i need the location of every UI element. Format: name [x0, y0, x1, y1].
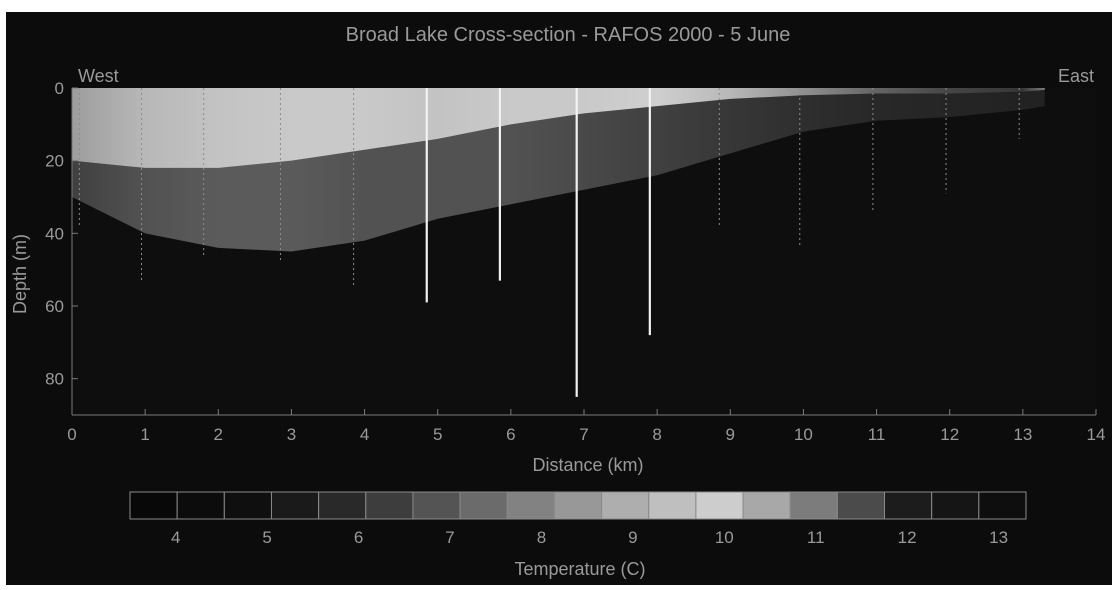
x-tick-label: 9 — [726, 425, 735, 444]
x-tick-label: 13 — [1013, 425, 1032, 444]
y-axis: 0 20 40 60 80 — [45, 79, 78, 389]
colorbar-cell — [648, 491, 697, 520]
x-tick-label: 14 — [1087, 425, 1106, 444]
y-tick-label: 0 — [55, 79, 64, 98]
colorbar-tick-label: 8 — [537, 528, 546, 547]
x-tick-label: 5 — [433, 425, 442, 444]
colorbar-cell — [789, 491, 838, 520]
colorbar-cell — [931, 491, 980, 520]
y-tick-label: 60 — [45, 297, 64, 316]
x-tick-label: 1 — [140, 425, 149, 444]
x-tick-label: 11 — [868, 425, 886, 444]
x-tick-label: 4 — [360, 425, 369, 444]
chart-title: Broad Lake Cross-section - RAFOS 2000 - … — [346, 24, 791, 46]
warm-surface-layer — [72, 88, 1045, 168]
colorbar-label: Temperature (C) — [514, 559, 645, 579]
colorbar-cell — [459, 491, 508, 520]
east-label: East — [1058, 66, 1094, 86]
colorbar-cell — [129, 491, 178, 520]
chart-figure: Broad Lake Cross-section - RAFOS 2000 - … — [6, 12, 1112, 585]
colorbar-tick-label: 10 — [715, 528, 734, 547]
colorbar-cell — [553, 491, 603, 520]
x-axis-label: Distance (km) — [532, 455, 643, 475]
colorbar-cell — [742, 491, 791, 520]
x-tick-label: 0 — [67, 425, 76, 444]
colorbar-tick-label: 12 — [898, 528, 917, 547]
y-tick-label: 20 — [45, 152, 64, 171]
colorbar-tick-label: 9 — [628, 528, 637, 547]
plot-area — [71, 88, 1096, 416]
y-tick-label: 80 — [45, 370, 64, 389]
colorbar-cell — [223, 491, 272, 520]
colorbar-cell — [506, 491, 555, 520]
x-axis: 0 1 2 3 4 5 6 7 8 9 10 11 12 13 14 — [67, 409, 1105, 444]
colorbar-cell — [601, 491, 650, 520]
colorbar-cell — [176, 491, 225, 520]
colorbar-tick-label: 5 — [262, 528, 271, 547]
x-tick-label: 10 — [794, 425, 813, 444]
colorbar-tick-label: 13 — [989, 528, 1008, 547]
x-tick-label: 7 — [579, 425, 588, 444]
colorbar-tick-label: 6 — [354, 528, 363, 547]
west-label: West — [78, 66, 119, 86]
colorbar-cell — [836, 491, 886, 520]
colorbar-tick-label: 7 — [445, 528, 454, 547]
colorbar-cell — [884, 491, 933, 520]
x-tick-label: 6 — [506, 425, 515, 444]
x-tick-label: 2 — [214, 425, 223, 444]
colorbar-tick-label: 4 — [171, 528, 180, 547]
x-tick-label: 3 — [287, 425, 296, 444]
y-axis-label: Depth (m) — [10, 234, 30, 314]
x-tick-label: 8 — [652, 425, 661, 444]
y-tick-label: 40 — [45, 224, 64, 243]
colorbar-tick-label: 11 — [807, 528, 825, 547]
colorbar-cell — [270, 491, 320, 520]
colorbar-cell — [695, 491, 744, 520]
colorbar-cell — [365, 491, 414, 520]
colorbar-cell — [978, 491, 1027, 520]
heatmap-chart: Broad Lake Cross-section - RAFOS 2000 - … — [10, 24, 1105, 579]
colorbar-cell — [318, 491, 367, 520]
x-tick-label: 12 — [940, 425, 959, 444]
colorbar: 4 5 6 7 8 9 10 11 12 13 — [129, 491, 1027, 547]
colorbar-cell — [412, 491, 461, 520]
